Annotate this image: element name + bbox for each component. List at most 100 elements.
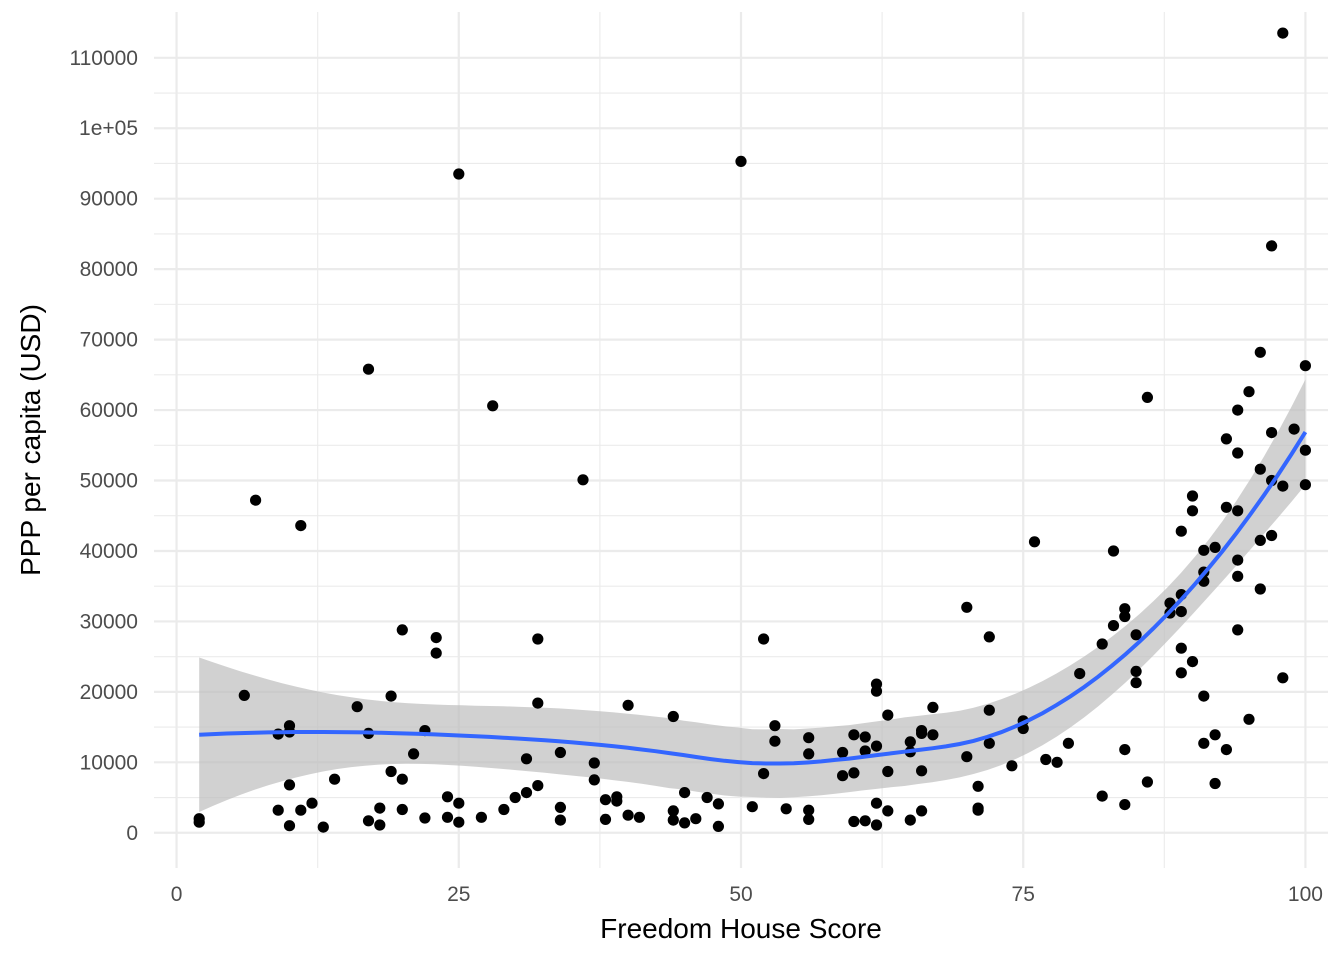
data-point: [1243, 386, 1255, 398]
data-point: [848, 815, 860, 828]
data-point: [870, 740, 883, 752]
data-point: [848, 767, 860, 779]
data-point: [679, 817, 691, 829]
data-point: [374, 819, 386, 831]
data-point: [1209, 777, 1221, 790]
data-point: [882, 709, 894, 721]
data-point: [1254, 463, 1266, 475]
data-point: [599, 794, 612, 806]
data-point: [1130, 629, 1142, 641]
data-point: [983, 631, 995, 643]
data-point: [1232, 554, 1244, 566]
data-point: [859, 731, 871, 743]
data-point: [351, 701, 363, 713]
data-point: [622, 809, 634, 821]
y-tick-label: 20000: [80, 681, 138, 704]
data-point: [837, 770, 849, 782]
x-tick-label: 50: [729, 883, 752, 906]
data-point: [554, 801, 567, 814]
data-point: [1130, 665, 1142, 678]
data-point: [419, 812, 431, 824]
x-axis-title: Freedom House Score: [600, 913, 882, 944]
data-point: [1119, 610, 1131, 623]
data-point: [882, 765, 894, 778]
data-point: [803, 804, 815, 816]
x-axis-tick-labels: 0 25 50 75 100: [171, 883, 1323, 906]
data-point: [667, 805, 679, 817]
data-point: [1266, 240, 1278, 252]
data-point: [679, 787, 691, 799]
data-point: [972, 780, 984, 792]
y-axis-title: PPP per capita (USD): [15, 304, 46, 576]
data-point: [803, 813, 815, 826]
data-point: [769, 720, 781, 732]
data-point: [667, 710, 679, 723]
data-point: [1175, 606, 1187, 618]
data-point: [904, 814, 916, 826]
data-point: [1220, 501, 1232, 513]
data-point: [385, 690, 397, 702]
data-point: [532, 780, 544, 792]
confidence-ribbon: [199, 379, 1306, 812]
data-point: [329, 773, 341, 785]
data-point: [1096, 790, 1108, 802]
data-point: [780, 803, 792, 815]
data-point: [520, 753, 533, 765]
data-point: [441, 791, 454, 803]
data-point: [250, 494, 262, 506]
data-point: [1051, 756, 1063, 768]
data-point: [272, 804, 284, 816]
data-point: [848, 729, 860, 741]
data-point: [1028, 536, 1041, 548]
data-point: [1232, 505, 1244, 517]
data-point: [1254, 583, 1266, 595]
data-point: [1288, 423, 1300, 435]
data-point: [927, 701, 939, 714]
data-point: [712, 798, 725, 810]
data-point: [1209, 541, 1221, 554]
x-tick-label: 0: [171, 883, 183, 906]
data-point: [475, 811, 487, 823]
data-point: [430, 647, 442, 659]
data-point: [1074, 668, 1086, 680]
data-point: [837, 746, 849, 759]
data-point: [1175, 642, 1187, 654]
y-tick-label: 70000: [80, 329, 138, 352]
data-points: [193, 27, 1311, 833]
y-tick-label: 80000: [80, 258, 138, 281]
data-point: [1062, 737, 1074, 749]
data-point: [1277, 480, 1289, 492]
data-point: [1209, 729, 1221, 741]
x-tick-label: 100: [1288, 883, 1323, 906]
y-tick-label: 1e+05: [79, 117, 138, 140]
data-point: [1254, 346, 1266, 358]
data-point: [1232, 570, 1244, 582]
y-tick-label: 60000: [80, 399, 138, 422]
data-point: [1198, 544, 1210, 556]
data-point: [1186, 656, 1199, 668]
data-point: [306, 797, 318, 809]
data-point: [554, 746, 567, 759]
data-point: [1141, 776, 1153, 788]
data-point: [588, 774, 600, 786]
data-point: [453, 816, 465, 828]
data-point: [735, 155, 747, 167]
data-point: [1119, 603, 1131, 615]
data-point: [374, 802, 386, 814]
data-point: [283, 720, 296, 732]
y-tick-label: 110000: [69, 47, 138, 70]
data-point: [1198, 737, 1210, 749]
data-point: [859, 745, 871, 757]
y-tick-label: 40000: [80, 540, 138, 563]
data-point: [1220, 744, 1232, 756]
data-point: [588, 757, 600, 769]
data-point: [430, 632, 442, 644]
data-point: [1198, 690, 1210, 702]
y-axis-tick-labels: 0 10000 20000 30000 40000 50000 60000 70000 8000…: [69, 47, 138, 845]
data-point: [1299, 360, 1311, 372]
data-point: [690, 813, 702, 825]
data-point: [904, 736, 916, 748]
data-point: [396, 624, 408, 636]
data-point: [532, 697, 544, 709]
